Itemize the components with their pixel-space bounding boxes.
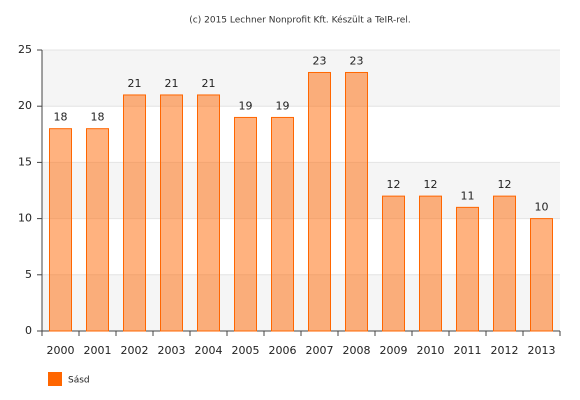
x-tick-label: 2002	[121, 344, 149, 357]
x-tick-label: 2001	[84, 344, 112, 357]
plot-band	[42, 162, 560, 219]
y-tick-label: 5	[25, 268, 32, 281]
bar	[49, 128, 72, 332]
x-tick-label: 2004	[195, 344, 223, 357]
data-label: 19	[239, 99, 253, 112]
bar	[271, 116, 294, 332]
x-tick-label: 2008	[343, 344, 371, 357]
plot-band	[42, 274, 560, 331]
legend-text: Sásd	[68, 376, 90, 386]
bar	[456, 206, 479, 332]
x-tick-label: 2013	[528, 344, 556, 357]
bar	[86, 128, 109, 332]
data-label: 21	[202, 77, 216, 90]
chart-title: (c) 2015 Lechner Nonprofit Kft. Készült …	[189, 15, 410, 26]
bar	[345, 71, 368, 332]
legend-swatch	[48, 372, 62, 386]
y-tick-label: 10	[18, 212, 32, 225]
x-tick-label: 2005	[232, 344, 260, 357]
y-tick-label: 20	[18, 99, 32, 112]
data-label: 12	[498, 178, 512, 191]
data-label: 12	[387, 178, 401, 191]
bar	[530, 218, 553, 332]
bar	[382, 195, 405, 332]
x-tick-label: 2010	[417, 344, 445, 357]
data-label: 23	[350, 54, 364, 67]
y-tick-label: 0	[25, 324, 32, 337]
x-tick-label: 2000	[47, 344, 75, 357]
x-tick-label: 2006	[269, 344, 297, 357]
data-label: 10	[535, 201, 549, 214]
bar	[123, 94, 146, 332]
data-label: 18	[91, 111, 105, 124]
x-tick-label: 2007	[306, 344, 334, 357]
x-tick-label: 2012	[491, 344, 519, 357]
data-label: 21	[165, 77, 179, 90]
x-tick-label: 2003	[158, 344, 186, 357]
data-label: 23	[313, 54, 327, 67]
y-tick-label: 15	[18, 155, 32, 168]
bar	[160, 94, 183, 332]
data-label: 11	[461, 189, 475, 202]
data-label: 18	[54, 111, 68, 124]
bar	[493, 195, 516, 332]
plot-band	[42, 50, 560, 107]
data-label: 21	[128, 77, 142, 90]
data-label: 19	[276, 99, 290, 112]
bar	[234, 116, 257, 332]
data-label: 12	[424, 178, 438, 191]
x-tick-label: 2011	[454, 344, 482, 357]
bar	[419, 195, 442, 332]
bar	[308, 71, 331, 332]
y-tick-label: 25	[18, 43, 32, 56]
x-tick-label: 2009	[380, 344, 408, 357]
bar	[197, 94, 220, 332]
